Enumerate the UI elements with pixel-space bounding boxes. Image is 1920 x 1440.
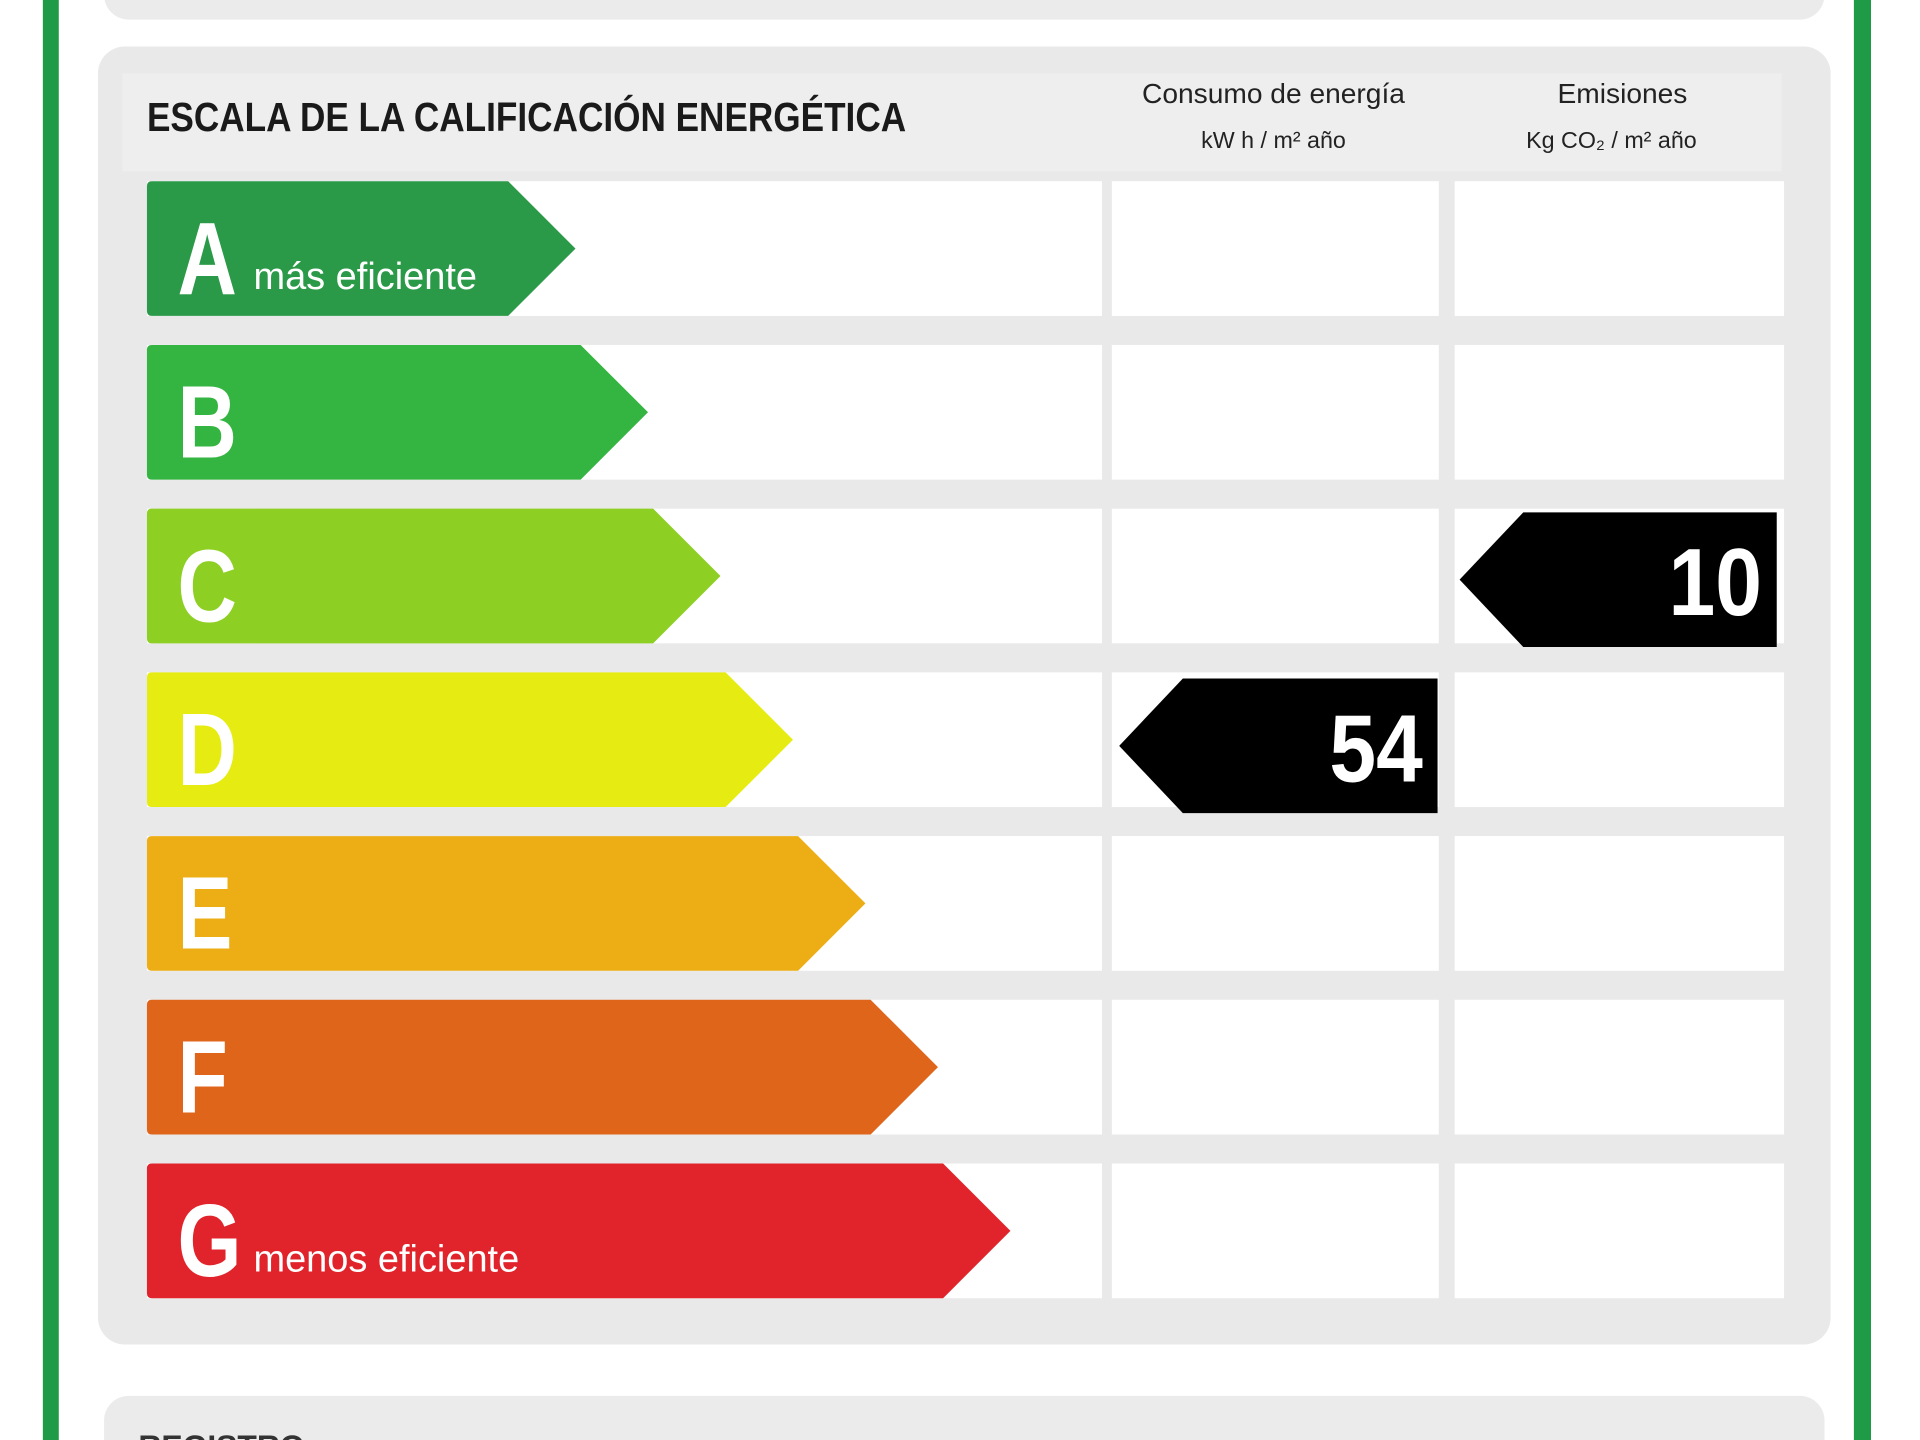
consumption-cell — [1111, 1163, 1439, 1299]
rating-letter: E — [178, 856, 233, 971]
emissions-cell — [1454, 1163, 1785, 1299]
emissions-cell — [1454, 672, 1785, 808]
consumption-value: 54 — [1329, 696, 1422, 802]
emissions-arrow — [1459, 512, 1777, 648]
rating-label: más eficiente — [253, 256, 477, 298]
bottom-panel — [104, 1395, 1825, 1440]
emissions-cell — [1454, 181, 1785, 316]
emissions-title: Emisiones — [1558, 78, 1688, 109]
rating-arrow — [146, 836, 866, 971]
consumption-cell — [1111, 344, 1439, 480]
consumption-cell — [1111, 508, 1439, 644]
rating-arrow — [146, 344, 648, 480]
rating-arrow — [146, 999, 938, 1135]
emissions-value: 10 — [1669, 530, 1762, 636]
rating-letter: C — [178, 529, 237, 644]
emissions-cell — [1454, 344, 1785, 480]
rating-arrow — [146, 181, 576, 316]
consumption-cell — [1111, 181, 1439, 316]
rating-letter: F — [178, 1020, 228, 1135]
rating-letter: D — [178, 692, 237, 807]
header-band — [122, 73, 1782, 172]
consumption-unit: kW h / m² año — [1201, 127, 1346, 153]
rating-letter: G — [178, 1183, 242, 1298]
consumption-title: Consumo de energía — [1142, 78, 1405, 109]
rating-letter: A — [178, 201, 237, 316]
top-panel — [104, 0, 1824, 20]
emissions-unit: Kg CO₂ / m² año — [1526, 127, 1697, 153]
rating-arrow — [146, 672, 793, 808]
registro-title: REGISTRO — [138, 1428, 304, 1440]
right-border — [1853, 0, 1872, 1440]
rating-letter: B — [178, 365, 237, 480]
consumption-cell — [1111, 999, 1439, 1135]
consumption-arrow — [1119, 678, 1438, 814]
rating-arrow — [146, 1163, 1011, 1299]
emissions-cell — [1454, 836, 1785, 971]
consumption-cell — [1111, 836, 1439, 971]
left-border — [42, 0, 59, 1440]
scale-title: ESCALA DE LA CALIFICACIÓN ENERGÉTICA — [147, 94, 906, 140]
rating-label: menos eficiente — [253, 1238, 519, 1280]
rating-arrow — [146, 508, 721, 644]
emissions-cell — [1454, 999, 1785, 1135]
